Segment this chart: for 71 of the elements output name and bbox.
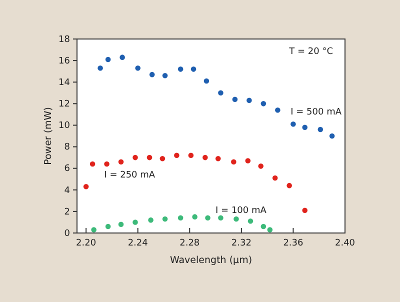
x-tick-label: 2.32 <box>231 238 252 248</box>
point <box>218 215 224 221</box>
point <box>215 156 221 162</box>
point <box>246 98 252 104</box>
point <box>188 152 194 158</box>
point <box>232 96 238 102</box>
point <box>132 220 138 225</box>
annotation: T = 20 °C <box>288 47 333 57</box>
point <box>245 158 251 164</box>
y-tick-label: 6 <box>64 164 70 174</box>
x-tick-label: 2.40 <box>334 238 356 248</box>
point <box>234 216 239 222</box>
y-axis-title: Power (mW) <box>43 107 54 165</box>
point <box>302 124 308 130</box>
point <box>318 126 324 132</box>
point <box>302 208 308 214</box>
point <box>178 215 184 221</box>
x-axis-title: Wavelength (µm) <box>170 255 252 266</box>
point <box>118 159 124 165</box>
point <box>218 90 224 96</box>
series-label: I = 100 mA <box>216 206 268 216</box>
point <box>231 159 236 165</box>
y-tick-label: 2 <box>64 207 70 218</box>
point <box>149 72 155 78</box>
y-tick-label: 12 <box>58 100 70 110</box>
y-tick-label: 18 <box>58 34 70 45</box>
y-tick-label: 16 <box>58 56 70 66</box>
x-tick-label: 2.20 <box>76 238 96 248</box>
point <box>192 214 198 220</box>
point <box>91 227 96 232</box>
point <box>258 164 264 169</box>
point <box>118 222 124 228</box>
x-tick-label: 2.36 <box>283 238 304 248</box>
point <box>260 101 266 106</box>
point <box>90 161 96 167</box>
point <box>178 66 184 72</box>
point <box>104 161 110 167</box>
y-tick-label: 4 <box>64 186 70 196</box>
point <box>174 152 180 158</box>
point <box>83 184 89 190</box>
y-tick-label: 10 <box>58 121 70 132</box>
point <box>202 154 208 160</box>
point <box>275 107 280 113</box>
point <box>162 73 168 78</box>
point <box>190 66 196 72</box>
point <box>120 54 125 60</box>
point <box>146 154 152 160</box>
y-tick-label: 0 <box>64 228 70 239</box>
point <box>148 217 154 223</box>
point <box>267 227 273 232</box>
point <box>260 224 266 230</box>
series-label: I = 500 mA <box>290 108 342 118</box>
series-label: I = 250 mA <box>104 170 156 180</box>
y-tick-label: 14 <box>58 78 70 88</box>
point <box>204 78 210 84</box>
point <box>98 65 103 71</box>
point <box>105 56 111 62</box>
point <box>132 154 138 160</box>
y-tick-label: 8 <box>64 142 70 153</box>
point <box>290 122 296 127</box>
point <box>135 65 140 71</box>
point <box>205 215 210 221</box>
point <box>105 224 111 230</box>
point <box>286 182 292 188</box>
point <box>329 133 335 139</box>
point <box>162 216 168 222</box>
point <box>160 156 166 162</box>
point <box>272 175 278 181</box>
x-tick-label: 2.28 <box>180 238 200 248</box>
x-tick-label: 2.24 <box>128 238 148 248</box>
point <box>248 218 254 224</box>
